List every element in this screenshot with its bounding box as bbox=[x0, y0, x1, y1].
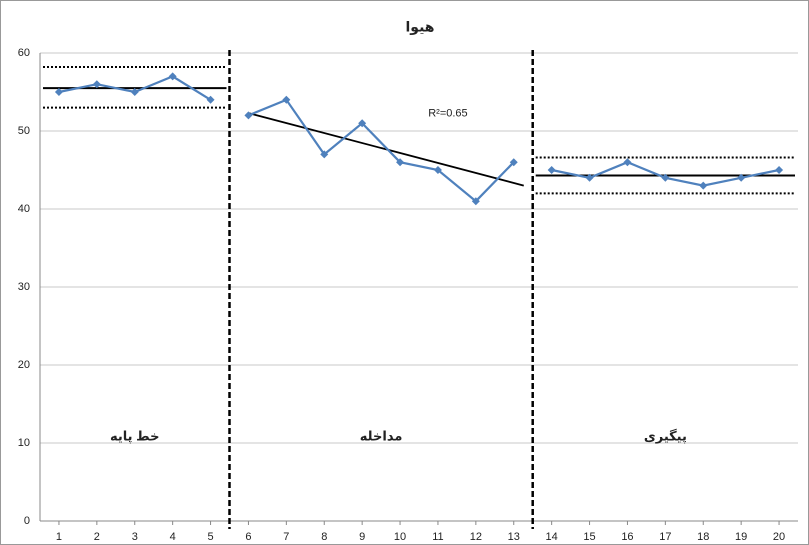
data-point bbox=[661, 173, 670, 182]
x-tick-label: 8 bbox=[321, 531, 327, 543]
y-tick-label: 60 bbox=[18, 47, 30, 59]
data-point bbox=[547, 166, 556, 174]
x-tick-label: 10 bbox=[394, 531, 406, 543]
x-tick-label: 17 bbox=[659, 531, 671, 543]
data-point bbox=[358, 119, 367, 128]
data-point bbox=[737, 173, 746, 182]
x-tick-label: 18 bbox=[697, 531, 709, 543]
y-tick-label: 50 bbox=[18, 125, 30, 137]
x-tick-label: 3 bbox=[132, 531, 138, 543]
x-tick-label: 4 bbox=[170, 531, 176, 543]
y-tick-label: 20 bbox=[18, 359, 30, 371]
data-line bbox=[248, 98, 515, 203]
data-point bbox=[775, 166, 784, 174]
data-point bbox=[244, 111, 253, 120]
x-tick-label: 14 bbox=[546, 531, 558, 543]
phase-label: مداخله bbox=[360, 428, 403, 443]
x-tick-label: 5 bbox=[207, 531, 213, 543]
x-tick-label: 2 bbox=[94, 531, 100, 543]
annotation: R²=0.65 bbox=[428, 108, 467, 120]
data-point bbox=[509, 158, 518, 167]
y-tick-label: 0 bbox=[24, 515, 30, 527]
x-tick-label: 9 bbox=[359, 531, 365, 543]
x-tick-label: 19 bbox=[735, 531, 747, 543]
data-point bbox=[471, 197, 480, 206]
x-tick-label: 15 bbox=[583, 531, 595, 543]
x-tick-label: 6 bbox=[245, 531, 251, 543]
data-point bbox=[623, 158, 632, 167]
data-point bbox=[320, 150, 329, 159]
x-tick-label: 20 bbox=[773, 531, 785, 543]
y-tick-label: 40 bbox=[18, 203, 30, 215]
chart-title: هیوا bbox=[406, 19, 435, 36]
data-point bbox=[130, 88, 139, 96]
data-point bbox=[54, 88, 63, 96]
x-tick-label: 1 bbox=[56, 531, 62, 543]
x-tick-label: 12 bbox=[470, 531, 482, 543]
x-tick-label: 13 bbox=[508, 531, 520, 543]
x-tick-label: 11 bbox=[432, 531, 443, 543]
y-tick-label: 10 bbox=[18, 437, 30, 449]
data-point bbox=[699, 181, 708, 190]
phase-label: پیگیری bbox=[644, 428, 687, 443]
x-tick-label: 16 bbox=[621, 531, 633, 543]
data-point bbox=[282, 95, 291, 104]
data-point bbox=[585, 173, 594, 182]
data-point bbox=[433, 166, 442, 174]
data-point bbox=[396, 158, 405, 167]
x-tick-label: 7 bbox=[283, 531, 289, 543]
data-point bbox=[92, 80, 101, 89]
data-point bbox=[206, 95, 215, 104]
y-tick-label: 30 bbox=[18, 281, 30, 293]
data-point bbox=[168, 72, 177, 81]
phase-label: خط پایه bbox=[110, 428, 159, 443]
